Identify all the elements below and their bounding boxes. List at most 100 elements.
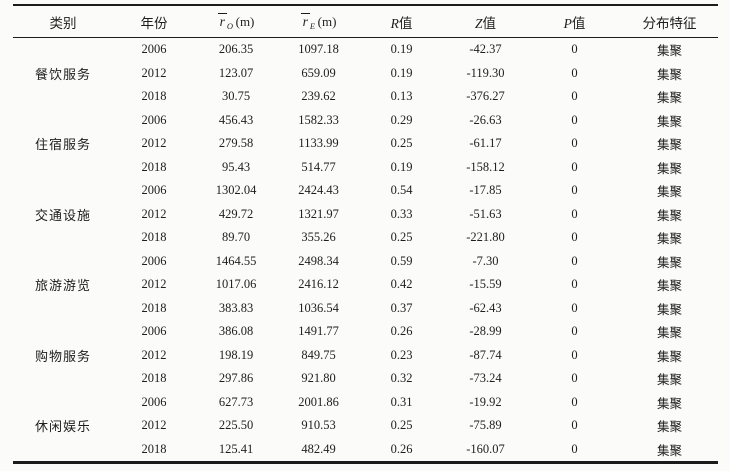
feature-cell: 集聚 <box>656 443 682 458</box>
z-cell: -376.27 <box>466 89 505 104</box>
table-row: 购物服务 2006 386.08 1491.77 0.26 -28.99 0 集聚 <box>13 320 718 364</box>
category-cell: 休闲娱乐 <box>34 419 91 435</box>
year-cell: 2012 <box>141 418 167 433</box>
p-cell: 0 <box>571 230 578 245</box>
r-cell: 0.25 <box>390 418 413 433</box>
year-cell: 2018 <box>141 300 167 315</box>
ro-cell: 1464.55 <box>215 253 257 268</box>
z-cell: -73.24 <box>469 371 502 386</box>
r-cell: 0.26 <box>390 441 413 456</box>
feature-cell: 集聚 <box>656 161 682 176</box>
z-cell: -15.59 <box>469 277 502 292</box>
p-cell: 0 <box>571 89 578 104</box>
r-cell: 0.29 <box>390 112 413 127</box>
feature-cell: 集聚 <box>656 279 682 294</box>
ro-cell: 297.86 <box>218 371 254 386</box>
r-cell: 0.54 <box>390 183 413 198</box>
ro-cell: 89.70 <box>221 230 251 245</box>
z-cell: -160.07 <box>466 441 505 456</box>
year-cell: 2018 <box>141 230 167 245</box>
ro-cell: 95.43 <box>221 159 251 174</box>
re-cell: 2416.12 <box>298 277 339 292</box>
p-cell: 0 <box>571 300 578 315</box>
ro-cell: 125.41 <box>218 441 254 456</box>
p-cell: 0 <box>571 136 578 151</box>
p-cell: 0 <box>571 253 578 268</box>
p-cell: 0 <box>571 42 578 57</box>
feature-cell: 集聚 <box>656 232 682 247</box>
re-cell: 2424.43 <box>298 183 339 198</box>
r-cell: 0.13 <box>390 89 413 104</box>
r-cell: 0.26 <box>390 324 413 339</box>
z-cell: -7.30 <box>472 253 499 268</box>
year-cell: 2012 <box>141 206 167 221</box>
z-cell: -17.85 <box>469 183 502 198</box>
year-cell: 2006 <box>141 112 167 127</box>
re-cell: 514.77 <box>301 159 336 174</box>
z-cell: -61.17 <box>469 136 502 151</box>
z-cell: -158.12 <box>466 159 505 174</box>
re-cell: 482.49 <box>301 441 336 456</box>
p-cell: 0 <box>571 277 578 292</box>
table-row: 2018 30.75 239.62 0.13 -376.27 0 集聚 <box>13 85 718 109</box>
z-cell: -51.63 <box>469 206 502 221</box>
p-cell: 0 <box>571 441 578 456</box>
table-row: 2012 1017.06 2416.12 0.42 -15.59 0 集聚 <box>13 273 718 297</box>
col-header-feature: 分布特征 <box>642 15 697 31</box>
z-cell: -28.99 <box>469 324 502 339</box>
year-cell: 2018 <box>141 441 167 456</box>
table-row: 2012 225.50 910.53 0.25 -75.89 0 集聚 <box>13 414 718 438</box>
re-cell: 239.62 <box>301 89 336 104</box>
category-cell: 交通设施 <box>34 207 91 223</box>
p-cell: 0 <box>571 347 578 362</box>
col-header-r-value: R值 <box>390 15 413 31</box>
re-cell: 355.26 <box>301 230 336 245</box>
re-cell: 2498.34 <box>298 253 339 268</box>
p-cell: 0 <box>571 394 578 409</box>
table-row: 2018 95.43 514.77 0.19 -158.12 0 集聚 <box>13 156 718 180</box>
table-row: 2012 123.07 659.09 0.19 -119.30 0 集聚 <box>13 62 718 86</box>
feature-cell: 集聚 <box>656 255 682 270</box>
z-cell: -87.74 <box>469 347 502 362</box>
r-cell: 0.31 <box>390 394 413 409</box>
table-row: 餐饮服务 2006 206.35 1097.18 0.19 -42.37 0 集聚 <box>13 38 718 82</box>
table-row: 交通设施 2006 1302.04 2424.43 0.54 -17.85 0 集聚 <box>13 179 718 223</box>
re-cell: 849.75 <box>301 347 336 362</box>
p-cell: 0 <box>571 183 578 198</box>
z-cell: -221.80 <box>466 230 505 245</box>
year-cell: 2012 <box>141 347 167 362</box>
re-cell: 659.09 <box>301 65 336 80</box>
p-cell: 0 <box>571 418 578 433</box>
re-cell: 910.53 <box>301 418 336 433</box>
re-cell: 1036.54 <box>298 300 339 315</box>
z-cell: -75.89 <box>469 418 502 433</box>
year-cell: 2006 <box>141 253 167 268</box>
feature-cell: 集聚 <box>656 67 682 82</box>
year-cell: 2012 <box>141 277 167 292</box>
z-cell: -42.37 <box>469 42 502 57</box>
year-cell: 2012 <box>141 136 167 151</box>
year-cell: 2018 <box>141 89 167 104</box>
table-row: 住宿服务 2006 456.43 1582.33 0.29 -26.63 0 集聚 <box>13 109 718 153</box>
ro-cell: 30.75 <box>221 89 251 104</box>
r-cell: 0.19 <box>390 159 413 174</box>
col-header-category: 类别 <box>49 15 77 31</box>
p-cell: 0 <box>571 65 578 80</box>
r-cell: 0.19 <box>390 42 413 57</box>
col-header-year: 年份 <box>140 15 168 31</box>
re-cell: 1321.97 <box>298 206 339 221</box>
col-header-p-value: P值 <box>563 15 586 31</box>
year-cell: 2018 <box>141 371 167 386</box>
re-cell: 1097.18 <box>298 42 339 57</box>
feature-cell: 集聚 <box>656 326 682 341</box>
p-cell: 0 <box>571 371 578 386</box>
ro-cell: 123.07 <box>218 65 254 80</box>
ro-cell: 1302.04 <box>215 183 257 198</box>
table-row: 2012 279.58 1133.99 0.25 -61.17 0 集聚 <box>13 132 718 156</box>
category-cell: 购物服务 <box>34 348 91 364</box>
r-cell: 0.23 <box>390 347 413 362</box>
